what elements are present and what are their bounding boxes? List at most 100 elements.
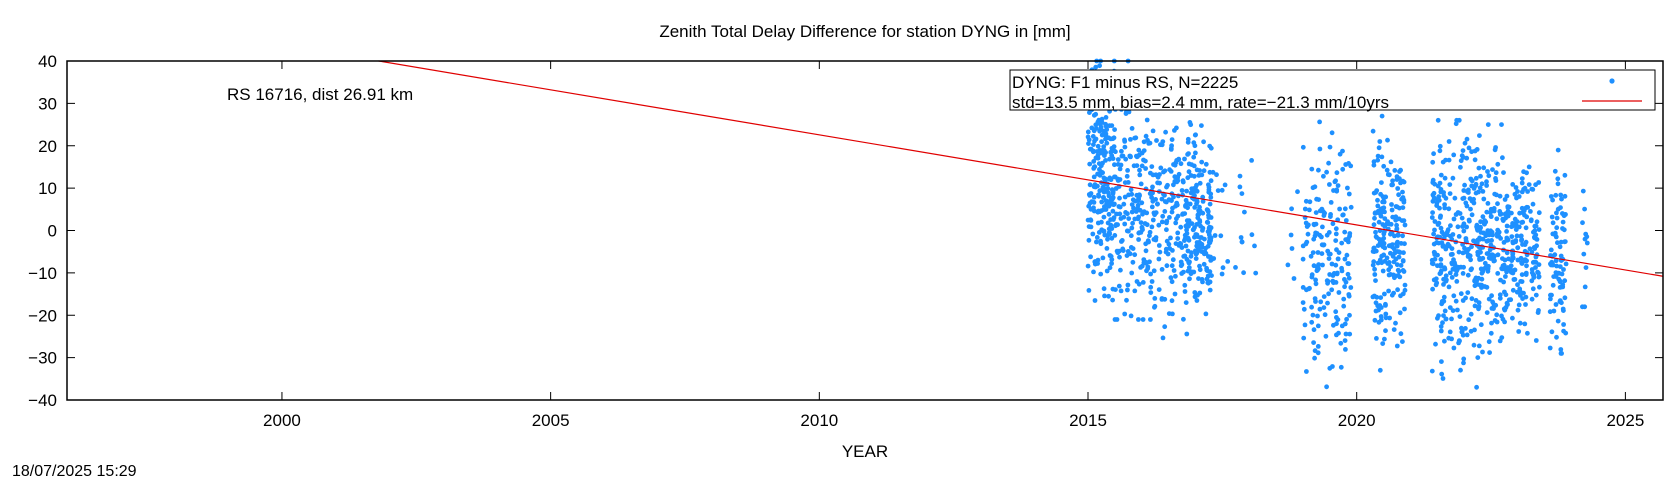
data-point (1533, 260, 1539, 265)
data-point (1206, 189, 1212, 195)
data-point (1312, 355, 1317, 361)
data-point (1464, 224, 1469, 230)
data-point (1377, 367, 1383, 373)
data-point (1113, 287, 1118, 292)
data-point (1101, 214, 1107, 220)
data-point (1333, 309, 1339, 315)
data-point (1491, 306, 1496, 311)
data-point (1122, 194, 1128, 200)
data-point (1447, 191, 1453, 197)
data-point (1335, 317, 1341, 322)
data-point (1468, 328, 1474, 334)
data-point (1333, 238, 1339, 244)
data-point (1311, 340, 1316, 345)
data-point (1505, 265, 1511, 270)
data-point (1107, 265, 1113, 271)
data-point (1333, 280, 1339, 285)
data-point (1315, 313, 1320, 319)
data-point (1480, 189, 1486, 194)
data-point (1429, 368, 1435, 374)
data-point (1432, 227, 1437, 233)
data-point (1132, 135, 1138, 141)
data-point (1454, 117, 1460, 123)
data-point (1143, 166, 1148, 171)
data-point (1442, 265, 1447, 271)
data-point (1238, 235, 1244, 240)
data-point (1448, 223, 1453, 229)
data-point (1489, 238, 1494, 243)
data-point (1113, 186, 1119, 191)
data-point (1383, 311, 1389, 317)
data-point (1117, 195, 1122, 201)
data-point (1447, 305, 1453, 310)
data-point (1106, 226, 1112, 232)
data-point (1186, 260, 1192, 266)
data-point (1099, 227, 1105, 233)
data-point (1519, 189, 1525, 195)
data-point (1306, 222, 1311, 228)
data-point (1518, 255, 1524, 261)
data-point (1097, 121, 1103, 127)
data-point (1201, 261, 1207, 267)
data-point (1090, 231, 1096, 237)
data-point (1536, 308, 1541, 313)
data-point (1308, 253, 1314, 259)
data-point (1160, 335, 1166, 341)
data-point (1319, 251, 1325, 256)
data-point (1098, 126, 1104, 132)
data-point (1200, 279, 1205, 285)
data-point (1469, 183, 1475, 189)
data-point (1095, 155, 1101, 161)
data-point (1523, 239, 1529, 245)
data-point (1475, 252, 1481, 258)
data-point (1303, 198, 1309, 204)
data-point (1320, 262, 1325, 268)
data-point (1150, 172, 1156, 178)
data-point (1562, 239, 1568, 245)
data-point (1563, 330, 1569, 336)
data-point (1519, 205, 1525, 211)
data-point (1495, 227, 1501, 233)
data-point (1088, 217, 1093, 223)
data-point (1548, 247, 1554, 253)
data-point (1175, 230, 1181, 236)
data-point (1186, 169, 1192, 175)
data-point (1400, 233, 1405, 239)
data-point (1116, 283, 1122, 289)
data-point (1132, 198, 1138, 204)
data-point (1101, 175, 1107, 181)
data-point (1536, 210, 1542, 216)
data-point (1121, 201, 1127, 207)
data-point (1345, 261, 1351, 266)
data-point (1449, 275, 1455, 280)
data-point (1512, 191, 1518, 197)
data-point (1438, 328, 1444, 334)
data-point (1307, 285, 1312, 291)
data-point (1129, 225, 1135, 231)
data-point (1525, 330, 1530, 336)
data-point (1345, 236, 1351, 242)
data-point (1554, 215, 1560, 221)
data-point (1142, 221, 1148, 226)
data-point (1183, 204, 1188, 209)
data-point (1087, 110, 1092, 115)
data-point (1505, 302, 1510, 307)
data-point (1485, 201, 1491, 206)
data-point (1302, 206, 1308, 212)
data-point (1197, 208, 1202, 214)
data-point (1158, 165, 1164, 171)
data-point (1215, 188, 1221, 194)
data-point (1188, 253, 1194, 259)
data-point (1503, 274, 1508, 279)
data-point (1331, 322, 1336, 328)
data-point (1162, 199, 1168, 204)
data-point (1480, 349, 1485, 355)
data-point (1560, 219, 1566, 225)
data-point (1148, 271, 1153, 277)
data-point (1401, 269, 1407, 274)
data-point (1497, 292, 1503, 298)
data-point (1159, 196, 1165, 202)
data-point (1522, 185, 1528, 191)
data-point (1370, 249, 1376, 254)
data-point (1175, 174, 1181, 180)
